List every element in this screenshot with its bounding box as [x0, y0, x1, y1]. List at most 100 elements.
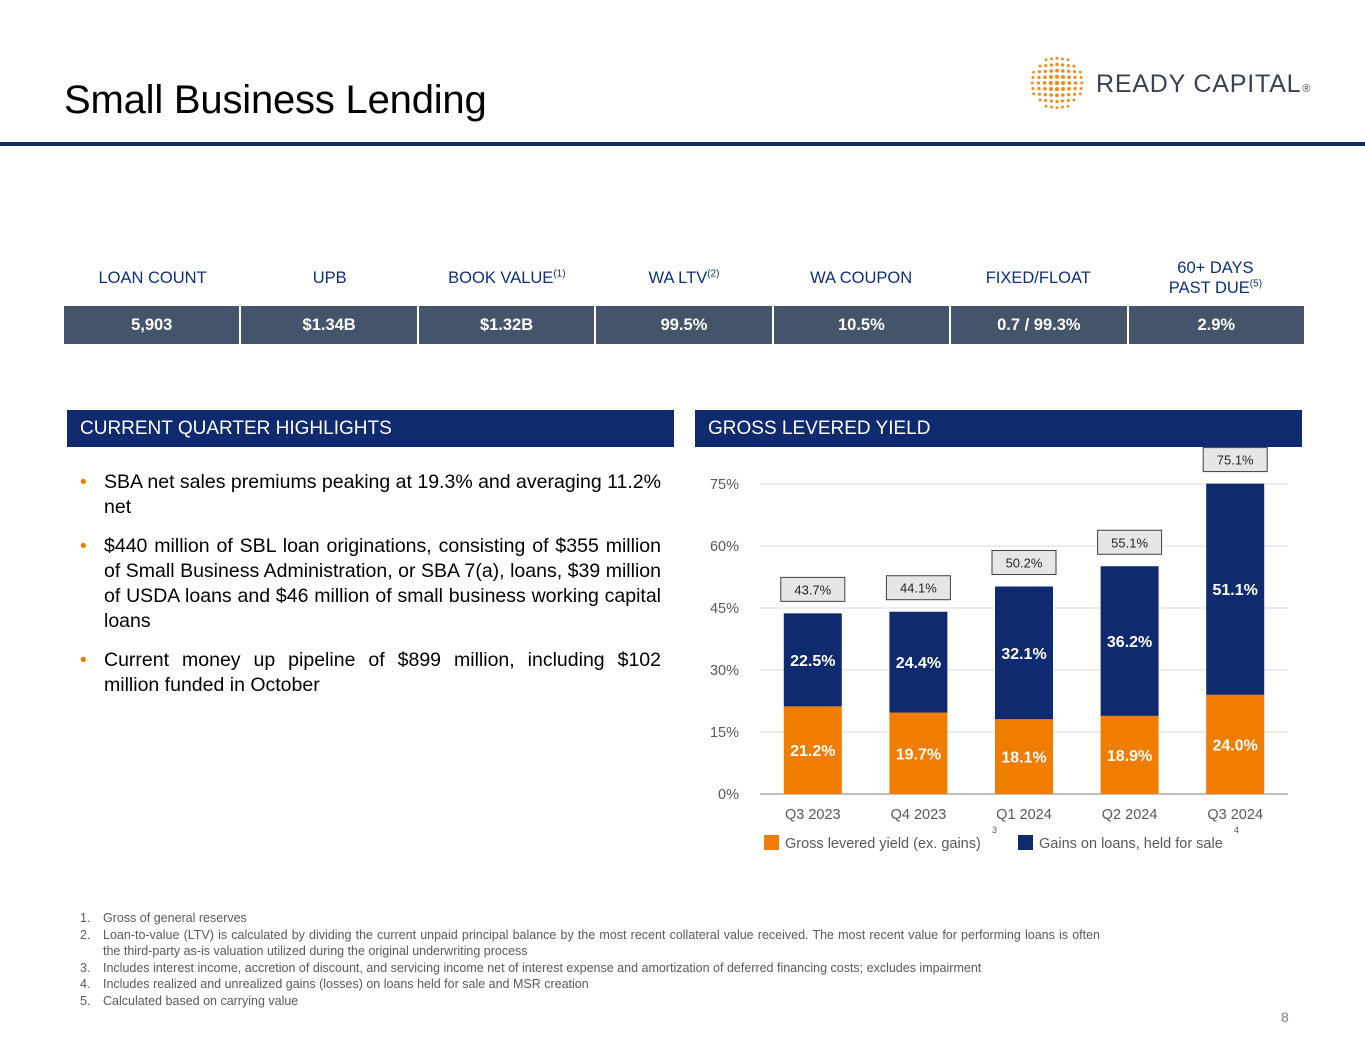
footnote-ref: (2): [707, 268, 720, 279]
logo-dot: [1049, 87, 1053, 91]
y-tick-label: 30%: [710, 663, 739, 679]
total-label: 43.7%: [794, 582, 831, 597]
total-label: 50.2%: [1006, 556, 1043, 571]
legend-label: Gross levered yield (ex. gains): [785, 836, 981, 852]
logo-dot: [1037, 75, 1041, 80]
logo-dot: [1036, 81, 1041, 85]
logo-dots-icon: [1030, 56, 1084, 110]
legend-footnote-ref: 3: [992, 825, 997, 835]
logo-dot: [1048, 80, 1053, 86]
logo-dot: [1037, 70, 1042, 74]
yield-heading: GROSS LEVERED YIELD: [695, 410, 1302, 447]
stats-header-upb: UPB: [241, 250, 418, 305]
header-label: FIXED/FLOAT: [985, 268, 1091, 287]
bar-segment-gross-levered-yield: [995, 719, 1053, 794]
footnote-number: 1.: [80, 911, 91, 925]
logo-dot: [1067, 87, 1071, 91]
logo-dot: [1050, 57, 1053, 61]
logo-dot: [1067, 75, 1071, 79]
logo-dot: [1042, 81, 1047, 85]
stat-loan-count: 5,903: [64, 306, 242, 344]
logo-dot: [1055, 93, 1059, 98]
x-tick-label: Q2 2024: [1102, 807, 1158, 823]
total-label: 44.1%: [900, 581, 937, 596]
bar-segment-gross-levered-yield: [1206, 694, 1265, 794]
logo-dot: [1055, 106, 1059, 110]
stats-header-wa-ltv: WA LTV(2): [595, 250, 772, 305]
logo-dot: [1072, 92, 1077, 96]
logo-dot: [1038, 98, 1042, 102]
logo-dot: [1067, 69, 1071, 73]
bar-segment-gross-levered-yield: [1100, 715, 1159, 794]
bar-segment-gains-on-loans: [783, 613, 842, 707]
footnote-number: 4.: [80, 977, 91, 992]
logo-dot: [1061, 93, 1065, 97]
logo-dot: [1073, 86, 1077, 91]
header-label-line1: 60+ DAYS: [1177, 258, 1254, 277]
logo-dot: [1049, 69, 1053, 73]
logo-dot: [1078, 92, 1082, 96]
logo-dot: [1032, 92, 1036, 96]
data-label: 22.5%: [790, 653, 835, 670]
bullet-text: SBA net sales premiums peaking at 19.3% …: [104, 471, 661, 518]
y-tick-label: 75%: [710, 477, 739, 493]
logo-dot: [1038, 64, 1042, 68]
highlights-heading: CURRENT QUARTER HIGHLIGHTS: [67, 410, 674, 447]
logo-dot: [1061, 80, 1066, 86]
footnote: 5. Calculated based on carrying value: [80, 993, 1100, 1010]
logo-dot: [1061, 105, 1064, 109]
logo-dot: [1060, 99, 1065, 103]
logo-dot: [1072, 64, 1076, 68]
y-tick-label: 60%: [710, 539, 739, 555]
logo-dot: [1044, 63, 1048, 68]
total-label: 75.1%: [1217, 453, 1254, 468]
legend-footnote-ref: 4: [1234, 825, 1239, 835]
y-tick-label: 45%: [710, 601, 739, 617]
stats-header-fixed-float: FIXED/FLOAT: [950, 250, 1127, 305]
page-title: Small Business Lending: [64, 78, 487, 122]
total-label: 55.1%: [1111, 535, 1148, 550]
header-label: WA LTV: [648, 268, 708, 287]
logo-dot: [1043, 69, 1047, 73]
bar-segment-gains-on-loans: [1100, 566, 1159, 716]
data-label: 24.4%: [896, 655, 941, 672]
header-label: UPB: [312, 268, 347, 287]
logo-dot: [1072, 98, 1076, 102]
logo-dot: [1066, 104, 1070, 108]
highlights-list: • SBA net sales premiums peaking at 19.3%…: [80, 470, 661, 712]
data-label: 18.9%: [1107, 748, 1152, 765]
x-tick-label: Q1 2024: [996, 807, 1052, 823]
x-tick-label: Q4 2023: [891, 807, 947, 823]
logo-dot: [1037, 86, 1041, 91]
logo-dot: [1061, 69, 1065, 73]
stats-header-loan-count: LOAN COUNT: [64, 250, 241, 305]
list-item: • $440 million of SBL loan originations, …: [80, 534, 661, 634]
stats-header-row: LOAN COUNT UPB BOOK VALUE(1) WA LTV(2) W…: [64, 250, 1304, 305]
stat-wa-ltv: 99.5%: [596, 306, 774, 344]
stats-header-past-due: 60+ DAYS PAST DUE(5): [1127, 250, 1304, 305]
y-tick-label: 15%: [710, 725, 739, 741]
data-label: 24.0%: [1213, 737, 1258, 754]
logo-dot: [1044, 58, 1048, 62]
total-label-box: [885, 575, 951, 601]
total-label-box: [1097, 529, 1163, 555]
header-label: WA COUPON: [810, 268, 913, 287]
logo-dot: [1049, 99, 1054, 103]
logo-text: READY CAPITAL: [1096, 70, 1302, 98]
logo-dot: [1043, 87, 1047, 91]
logo-dot: [1079, 76, 1083, 79]
stat-wa-coupon: 10.5%: [773, 306, 952, 344]
footnote-number: 5.: [80, 993, 91, 1008]
footnote: 1. Gross of general reserves: [80, 910, 1100, 927]
stats-header-book-value: BOOK VALUE(1): [418, 250, 595, 305]
bar-segment-gains-on-loans: [1206, 483, 1265, 695]
stat-upb: $1.34B: [241, 306, 419, 344]
list-item: • SBA net sales premiums peaking at 19.3%…: [80, 470, 661, 520]
portfolio-stats-table: LOAN COUNT UPB BOOK VALUE(1) WA LTV(2) W…: [64, 250, 1304, 344]
logo-dot: [1066, 58, 1070, 62]
logo-dot: [1079, 87, 1083, 90]
logo-dot: [1067, 81, 1072, 85]
x-tick-label: Q3 2023: [785, 807, 841, 823]
data-label: 21.2%: [790, 743, 835, 760]
logo-dot: [1055, 56, 1059, 60]
